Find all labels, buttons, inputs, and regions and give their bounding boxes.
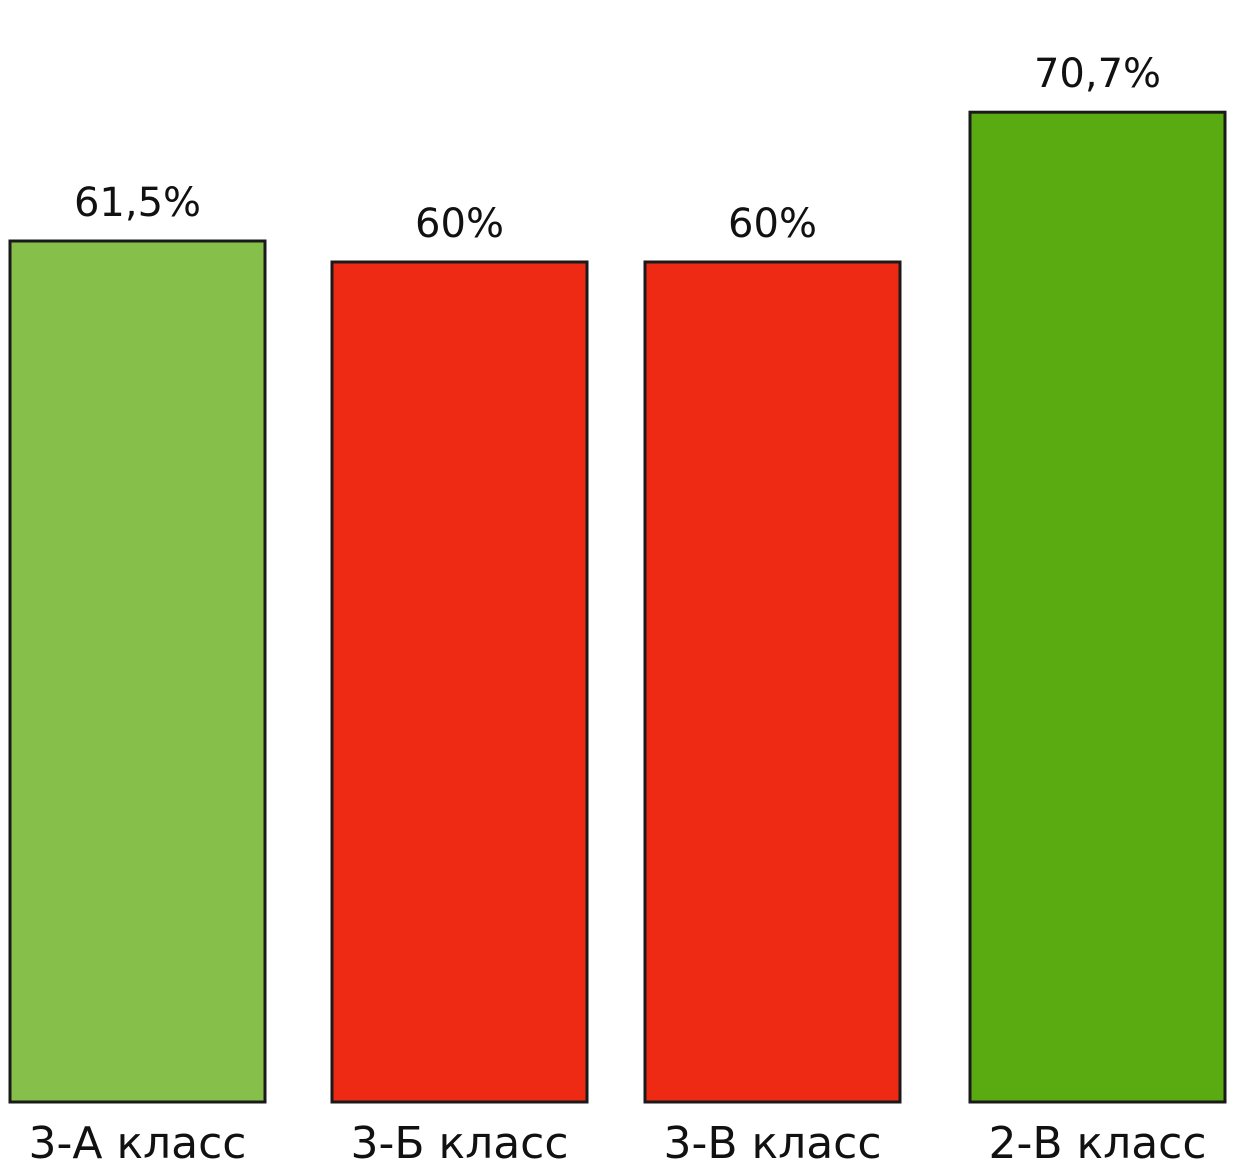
bar-1 (8, 239, 267, 1104)
bar-4 (968, 110, 1227, 1104)
category-label-2: 3-Б класс (350, 1118, 568, 1169)
category-labels-group: 3-А класс 3-Б класс 3-В класс 2-В класс (28, 1118, 1206, 1169)
value-label-1: 61,5% (74, 180, 201, 226)
bars-group (8, 110, 1227, 1104)
value-labels-group: 61,5% 60% 60% 70,7% (74, 51, 1161, 247)
bar-2 (330, 260, 589, 1104)
category-label-3: 3-В класс (663, 1118, 881, 1169)
category-label-4: 2-В класс (988, 1118, 1206, 1169)
value-label-2: 60% (415, 201, 504, 247)
value-label-3: 60% (728, 201, 817, 247)
value-label-4: 70,7% (1034, 51, 1161, 97)
category-label-1: 3-А класс (28, 1118, 246, 1169)
bar-3 (643, 260, 902, 1104)
